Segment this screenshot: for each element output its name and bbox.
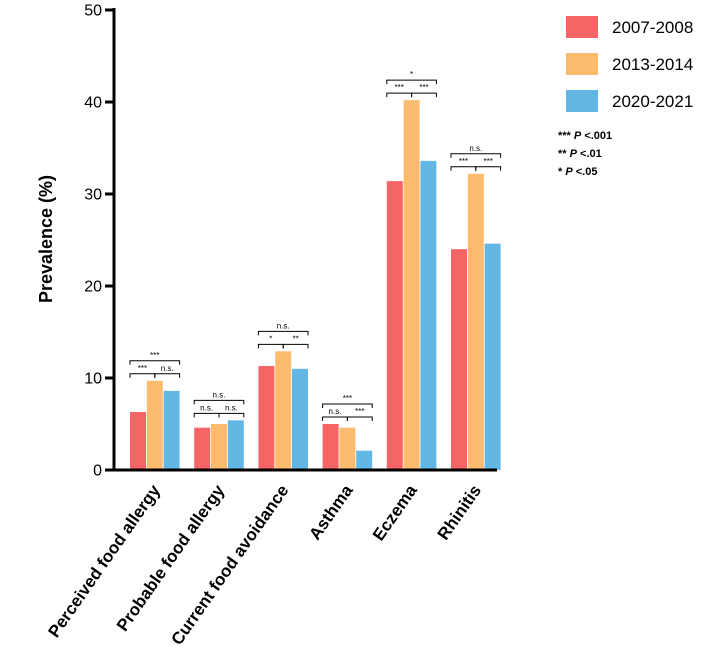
- x-category-label: Probable food allergy: [113, 481, 229, 635]
- sig-left-2-label: *: [269, 334, 272, 343]
- y-tick-label: 0: [93, 463, 102, 480]
- sig-left-3-label: n.s.: [329, 407, 342, 416]
- significance-key: *** P <.001 ** P <.01 * P <.05: [558, 130, 612, 178]
- sig-right-3-label: ***: [355, 407, 364, 416]
- bar-2020-2021-rhinitis: [484, 243, 501, 470]
- y-tick-label: 50: [84, 3, 102, 20]
- bar-2020-2021-probable-food-allergy: [227, 420, 244, 470]
- x-category-label: Perceived food allergy: [44, 481, 164, 641]
- y-tick-label: 20: [84, 279, 102, 296]
- bar-2007-2008-current-food-avoidance: [258, 366, 275, 470]
- bar-2013-2014-probable-food-allergy: [211, 424, 227, 470]
- sig-left-1-label: n.s.: [200, 403, 213, 412]
- sig-right-1-bracket: [218, 412, 245, 418]
- sig-outer-4-bracket: [386, 79, 437, 85]
- x-category-label: Asthma: [305, 481, 357, 543]
- legend-swatch: [566, 90, 598, 112]
- bars-layer: [130, 100, 501, 470]
- sig-left-1-bracket: [193, 412, 220, 418]
- legend-swatch: [566, 16, 598, 38]
- y-axis-label: Prevalence (%): [36, 175, 56, 303]
- sig-outer-1-bracket: [193, 399, 245, 405]
- legend-swatch: [566, 53, 598, 75]
- sig-left-4-label: ***: [395, 83, 404, 92]
- legend-label: 2020-2021: [612, 92, 693, 111]
- sig-left-5-bracket: [450, 166, 477, 171]
- sig-right-5-label: ***: [484, 157, 493, 166]
- y-axis-ticks: 0 10 20 30 40 50: [84, 3, 114, 480]
- bar-2020-2021-perceived-food-allergy: [163, 390, 180, 470]
- sig-right-0-bracket: [154, 373, 181, 378]
- sig-right-3-bracket: [346, 416, 373, 421]
- sig-outer-5-label: n.s.: [469, 144, 482, 153]
- bar-2013-2014-perceived-food-allergy: [146, 380, 163, 470]
- x-category-label: Current food avoidance: [167, 481, 292, 648]
- bar-2013-2014-rhinitis: [467, 173, 484, 470]
- bar-2007-2008-probable-food-allergy: [194, 427, 211, 470]
- sig-right-4-bracket: [411, 92, 437, 98]
- sig-right-1-label: n.s.: [225, 403, 238, 412]
- sig-right-2-label: **: [292, 334, 298, 343]
- significance-key-entry: *** P <.001: [558, 130, 612, 142]
- y-tick-label: 10: [84, 371, 102, 388]
- y-tick-label: 30: [84, 187, 102, 204]
- sig-outer-4-label: *: [410, 70, 413, 79]
- bar-2007-2008-asthma: [322, 424, 339, 470]
- sig-left-5-label: ***: [459, 157, 468, 166]
- significance-key-entry: * P <.05: [558, 166, 597, 178]
- bar-2013-2014-eczema: [403, 100, 420, 470]
- sig-outer-5-bracket: [450, 153, 502, 158]
- sig-left-4-bracket: [386, 92, 413, 98]
- x-category-label: Eczema: [369, 481, 421, 544]
- legend-label: 2007-2008: [612, 18, 693, 37]
- sig-right-2-bracket: [282, 343, 309, 349]
- sig-outer-2-bracket: [257, 330, 309, 336]
- sig-left-3-bracket: [322, 416, 348, 421]
- bar-2007-2008-perceived-food-allergy: [130, 412, 146, 470]
- significance-key-entry: ** P <.01: [558, 148, 602, 160]
- bar-2020-2021-current-food-avoidance: [292, 368, 308, 470]
- bar-2007-2008-rhinitis: [451, 249, 467, 470]
- sig-outer-0-label: ***: [150, 351, 159, 360]
- bar-2013-2014-current-food-avoidance: [275, 351, 292, 470]
- sig-right-5-bracket: [475, 166, 502, 171]
- legend: 2007-2008 2013-2014 2020-2021: [566, 16, 693, 112]
- bar-2020-2021-asthma: [356, 450, 373, 470]
- sig-outer-0-bracket: [129, 360, 181, 365]
- bar-2013-2014-asthma: [339, 427, 356, 470]
- sig-left-0-label: ***: [138, 364, 147, 373]
- sig-right-0-label: n.s.: [161, 364, 174, 373]
- sig-outer-3-label: ***: [343, 394, 352, 403]
- bar-2020-2021-eczema: [420, 160, 437, 470]
- bar-2007-2008-eczema: [386, 181, 403, 470]
- sig-left-0-bracket: [129, 373, 156, 378]
- legend-label: 2013-2014: [612, 55, 693, 74]
- sig-outer-2-label: n.s.: [277, 321, 290, 330]
- sig-outer-3-bracket: [322, 403, 373, 408]
- sig-left-2-bracket: [257, 343, 284, 349]
- significance-layer: *** n.s.***n.s. n.s.n.s.* **n.s.n.s. *******…: [129, 70, 502, 421]
- x-category-label: Rhinitis: [434, 481, 485, 543]
- y-tick-label: 40: [84, 95, 102, 112]
- sig-outer-1-label: n.s.: [213, 390, 226, 399]
- sig-right-4-label: ***: [419, 83, 428, 92]
